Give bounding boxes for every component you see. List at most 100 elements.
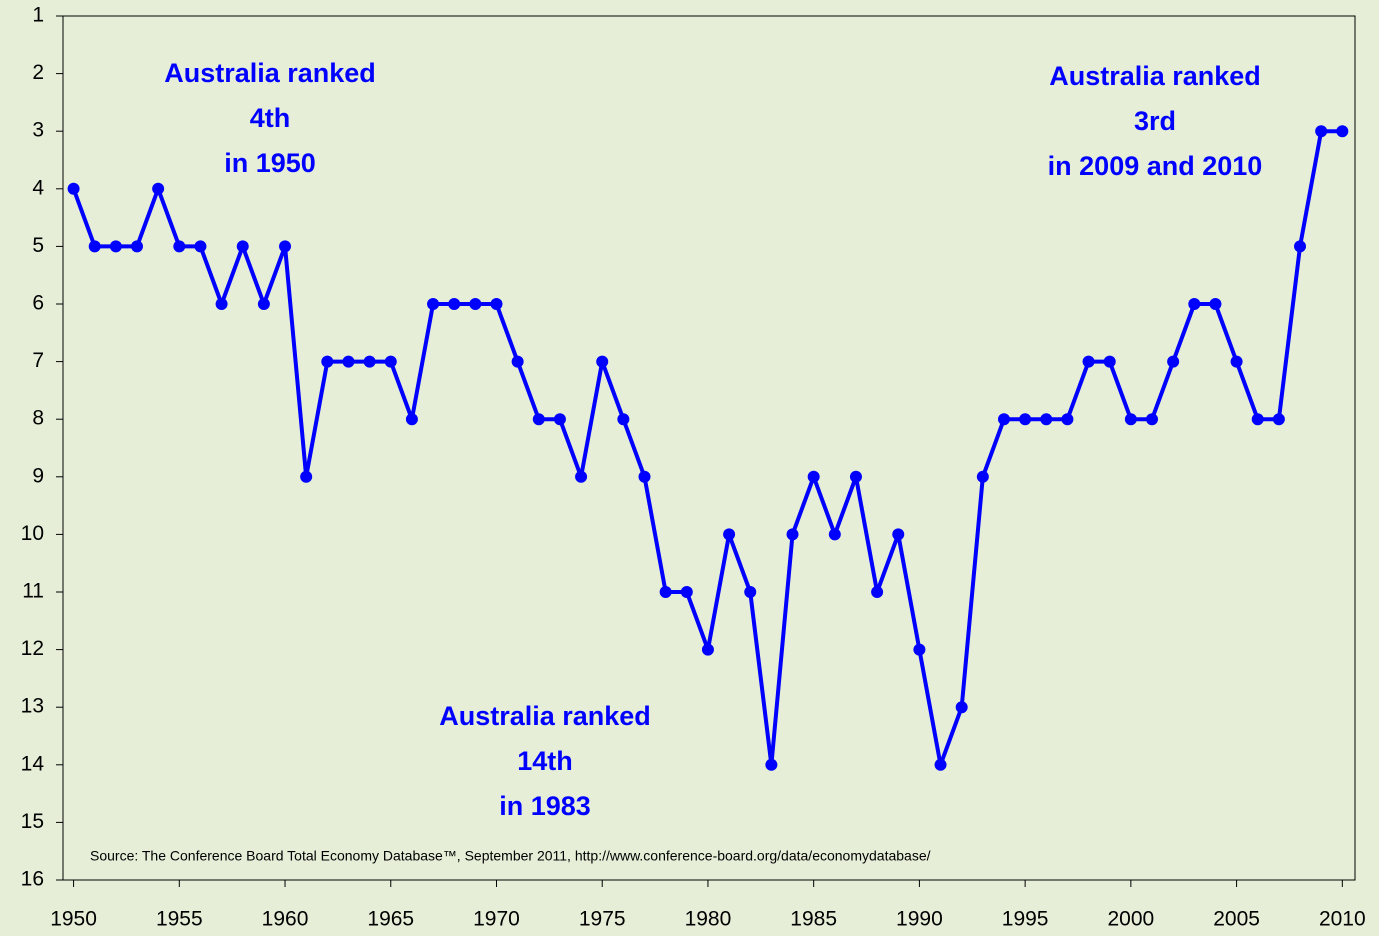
- data-point: [88, 240, 101, 253]
- data-point: [596, 355, 609, 368]
- x-tick-label: 1995: [1002, 908, 1049, 931]
- data-point: [257, 298, 270, 310]
- data-point: [109, 240, 122, 253]
- data-point: [321, 355, 334, 368]
- annotation: Australia ranked: [164, 58, 376, 88]
- data-point: [701, 643, 714, 656]
- x-tick-label: 2005: [1213, 908, 1260, 931]
- data-point: [553, 413, 566, 426]
- annotation: in 1983: [499, 791, 591, 821]
- annotation: 3rd: [1134, 106, 1176, 136]
- y-tick-label: 5: [32, 234, 44, 257]
- data-point: [1230, 355, 1243, 368]
- data-point: [1294, 240, 1307, 253]
- data-point: [405, 413, 418, 426]
- y-tick-label: 16: [21, 868, 44, 891]
- data-point: [807, 470, 820, 483]
- y-tick-label: 7: [32, 349, 44, 372]
- annotation: 4th: [250, 103, 291, 133]
- annotation: Australia ranked: [1049, 61, 1261, 91]
- data-point: [617, 413, 630, 426]
- data-point: [490, 298, 503, 310]
- annotation: in 2009 and 2010: [1048, 151, 1263, 181]
- data-point: [363, 355, 376, 368]
- x-tick-label: 1960: [262, 908, 309, 931]
- y-tick-label: 15: [21, 810, 44, 833]
- y-tick-label: 3: [32, 119, 44, 142]
- annotation: in 1950: [224, 148, 316, 178]
- x-tick-label: 1970: [473, 908, 520, 931]
- data-point: [67, 182, 80, 195]
- data-point: [427, 298, 440, 310]
- data-point: [934, 758, 947, 771]
- y-tick-label: 1: [32, 4, 44, 27]
- plot-area: [62, 15, 1356, 881]
- source-note: Source: The Conference Board Total Econo…: [90, 848, 931, 864]
- data-point: [300, 470, 313, 483]
- data-point: [976, 470, 989, 483]
- data-point: [828, 528, 841, 541]
- data-point: [786, 528, 799, 541]
- data-point: [638, 470, 651, 483]
- y-tick-label: 6: [32, 292, 44, 315]
- data-point: [279, 240, 292, 253]
- y-tick-label: 12: [21, 637, 44, 660]
- data-point: [448, 298, 461, 310]
- x-tick-label: 1975: [579, 908, 626, 931]
- x-tick-label: 1980: [685, 908, 732, 931]
- data-point: [1061, 413, 1074, 426]
- data-point: [765, 758, 778, 771]
- data-point: [575, 470, 588, 483]
- data-point: [744, 586, 757, 598]
- x-tick-label: 1965: [367, 908, 414, 931]
- data-point: [997, 413, 1010, 426]
- data-point: [680, 586, 693, 598]
- data-point: [1019, 413, 1032, 426]
- y-tick-label: 10: [21, 522, 44, 545]
- data-point: [173, 240, 186, 253]
- data-point: [1188, 298, 1201, 310]
- data-point: [194, 240, 207, 253]
- x-tick-label: 1950: [50, 908, 97, 931]
- data-point: [871, 586, 884, 598]
- data-point: [236, 240, 249, 253]
- y-tick-label: 13: [21, 695, 44, 718]
- y-tick-label: 8: [32, 407, 44, 430]
- data-point: [723, 528, 736, 541]
- data-point: [1040, 413, 1053, 426]
- data-point: [849, 470, 862, 483]
- y-tick-label: 14: [21, 752, 45, 775]
- data-point: [342, 355, 355, 368]
- data-point: [892, 528, 905, 541]
- data-point: [1082, 355, 1095, 368]
- data-point: [1272, 413, 1285, 426]
- data-point: [1124, 413, 1137, 426]
- x-tick-label: 2010: [1319, 908, 1366, 931]
- data-point: [1146, 413, 1159, 426]
- annotation: Australia ranked: [439, 701, 651, 731]
- data-point: [1209, 298, 1222, 310]
- data-point: [1167, 355, 1180, 368]
- x-tick-label: 1955: [156, 908, 203, 931]
- data-point: [469, 298, 482, 310]
- data-point: [532, 413, 545, 426]
- y-tick-label: 4: [32, 176, 44, 199]
- data-point: [1336, 125, 1349, 138]
- data-point: [913, 643, 926, 656]
- y-tick-label: 2: [32, 61, 44, 84]
- data-point: [131, 240, 144, 253]
- annotation: 14th: [517, 746, 573, 776]
- y-tick-label: 11: [22, 580, 44, 603]
- data-point: [1103, 355, 1116, 368]
- data-point: [215, 298, 228, 310]
- data-point: [1251, 413, 1264, 426]
- data-point: [384, 355, 397, 368]
- x-tick-label: 1990: [896, 908, 943, 931]
- y-tick-label: 9: [32, 464, 44, 487]
- data-point: [659, 586, 672, 598]
- data-point: [955, 701, 968, 714]
- x-tick-label: 1985: [790, 908, 837, 931]
- data-point: [511, 355, 524, 368]
- data-point: [1315, 125, 1328, 138]
